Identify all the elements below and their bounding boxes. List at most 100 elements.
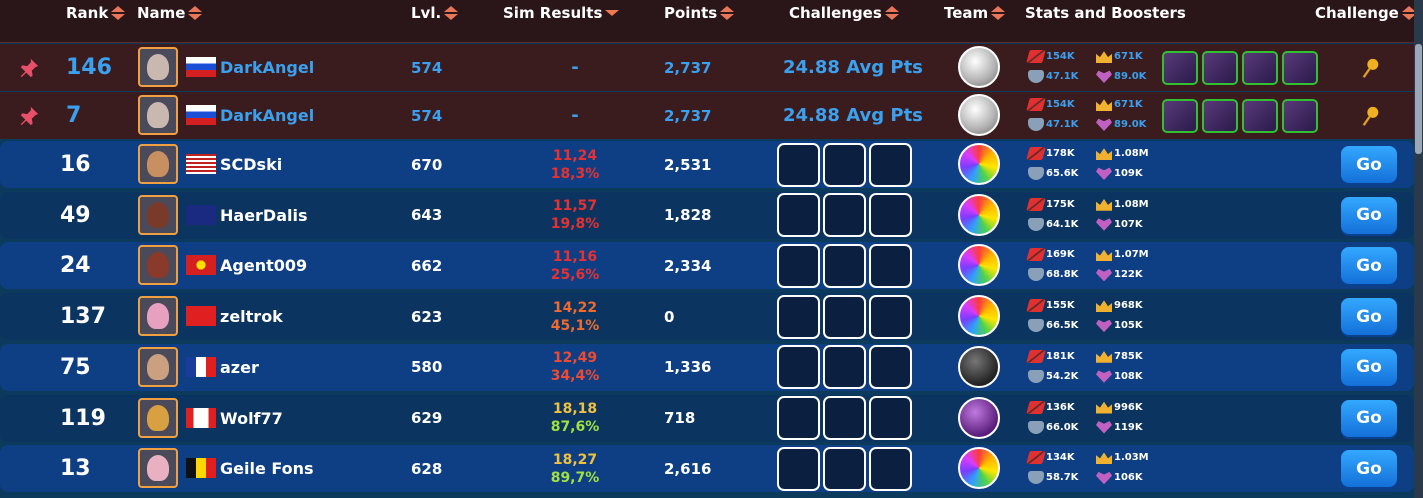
table-header: Rank Name Lvl. Sim Results Points Challe… bbox=[0, 0, 1423, 43]
team-icon[interactable] bbox=[958, 193, 1000, 236]
challenge-slot bbox=[869, 193, 912, 238]
table-row[interactable]: 13 Geile Fons 628 18,27 89,7% 2,616 134K… bbox=[0, 445, 1414, 493]
points-value: 2,531 bbox=[664, 155, 712, 174]
stats-block: 134K 1.03M 58.7K 106K bbox=[1026, 445, 1158, 492]
header-name[interactable]: Name bbox=[137, 4, 203, 22]
avatar[interactable] bbox=[138, 448, 178, 489]
sim-score: 12,49 bbox=[552, 350, 598, 367]
stat-defense: 58.7K bbox=[1028, 471, 1078, 485]
player-name[interactable]: HaerDalis bbox=[220, 205, 308, 225]
stat-ego: 671K bbox=[1096, 98, 1143, 111]
challenge-slot bbox=[777, 396, 820, 440]
go-button[interactable]: Go bbox=[1341, 399, 1397, 437]
shield-icon bbox=[1028, 319, 1044, 333]
table-row[interactable]: 137 zeltrok 623 14,22 45,1% 0 155K 968K … bbox=[0, 293, 1414, 341]
sort-icon[interactable] bbox=[111, 5, 126, 21]
team-icon[interactable] bbox=[958, 94, 1000, 136]
table-row[interactable]: 49 HaerDalis 643 11,57 19,8% 1,828 175K … bbox=[0, 191, 1414, 239]
sort-icon[interactable] bbox=[720, 5, 735, 21]
avatar[interactable] bbox=[138, 144, 178, 184]
sort-icon[interactable] bbox=[991, 5, 1006, 21]
team-icon[interactable] bbox=[958, 143, 1000, 185]
sort-icon[interactable] bbox=[444, 5, 459, 21]
player-name[interactable]: DarkAngel bbox=[220, 106, 315, 125]
player-name[interactable]: Wolf77 bbox=[220, 408, 283, 428]
stat-harmony: 109K bbox=[1096, 167, 1143, 180]
header-points[interactable]: Points bbox=[664, 4, 735, 22]
stats-block: 175K 1.08M 64.1K 107K bbox=[1026, 192, 1158, 239]
go-button[interactable]: Go bbox=[1341, 450, 1397, 488]
team-icon[interactable] bbox=[958, 244, 1000, 287]
go-button[interactable]: Go bbox=[1341, 348, 1397, 386]
sort-icon[interactable] bbox=[188, 5, 203, 21]
rank-value: 146 bbox=[66, 55, 112, 80]
go-button[interactable]: Go bbox=[1341, 247, 1397, 285]
stat-defense-value: 66.5K bbox=[1046, 320, 1079, 332]
avatar[interactable] bbox=[138, 95, 178, 135]
stat-attack: 154K bbox=[1026, 50, 1075, 63]
challenge-slot bbox=[777, 294, 820, 339]
pin-icon[interactable] bbox=[14, 92, 44, 139]
level-value: 670 bbox=[411, 155, 443, 174]
table-row[interactable]: 16 SCDski 670 11,24 18,3% 2,531 178K 1.0… bbox=[0, 141, 1414, 188]
sort-icon[interactable] bbox=[884, 5, 899, 21]
go-button[interactable]: Go bbox=[1341, 146, 1397, 183]
stats-block: 154K 671K 47.1K 89.0K bbox=[1026, 92, 1158, 139]
stat-harmony: 89.0K bbox=[1096, 118, 1146, 131]
header-challenge[interactable]: Challenge bbox=[1315, 4, 1416, 22]
table-row[interactable]: 24 Agent009 662 11,16 25,6% 2,334 169K 1… bbox=[0, 242, 1414, 290]
go-button[interactable]: Go bbox=[1341, 298, 1397, 336]
sim-result-value: - bbox=[571, 104, 579, 126]
table-row[interactable]: 75 azer 580 12,49 34,4% 1,336 181K 785K … bbox=[0, 343, 1414, 391]
flag-icon bbox=[186, 458, 216, 479]
player-name[interactable]: SCDski bbox=[220, 155, 283, 174]
team-icon[interactable] bbox=[958, 46, 1000, 88]
scrollbar-track[interactable] bbox=[1414, 0, 1423, 498]
sort-desc-icon[interactable] bbox=[605, 5, 620, 21]
player-name[interactable]: azer bbox=[220, 357, 259, 377]
avatar[interactable] bbox=[138, 47, 178, 87]
stat-ego-value: 785K bbox=[1114, 350, 1143, 362]
header-rank[interactable]: Rank bbox=[66, 4, 126, 22]
stat-ego: 1.03M bbox=[1096, 451, 1149, 465]
player-name[interactable]: Agent009 bbox=[220, 256, 308, 276]
header-team[interactable]: Team bbox=[944, 4, 1006, 22]
table-row[interactable]: 119 Wolf77 629 18,18 87,6% 718 136K 996K… bbox=[0, 394, 1414, 442]
player-name[interactable]: zeltrok bbox=[220, 307, 283, 327]
crown-icon bbox=[1096, 99, 1112, 111]
sort-icon[interactable] bbox=[1401, 5, 1416, 21]
team-icon[interactable] bbox=[958, 447, 1000, 490]
scrollbar-thumb[interactable] bbox=[1415, 44, 1422, 154]
go-button[interactable]: Go bbox=[1341, 196, 1397, 234]
stat-harmony: 105K bbox=[1096, 319, 1143, 333]
stat-defense-value: 66.0K bbox=[1046, 421, 1079, 433]
player-name[interactable]: Geile Fons bbox=[220, 459, 314, 479]
avatar[interactable] bbox=[138, 296, 178, 337]
team-icon[interactable] bbox=[958, 345, 1000, 388]
stat-attack-value: 136K bbox=[1046, 401, 1075, 413]
avatar[interactable] bbox=[138, 397, 178, 438]
avatar[interactable] bbox=[138, 194, 178, 235]
header-sim[interactable]: Sim Results bbox=[503, 4, 620, 22]
header-lvl[interactable]: Lvl. bbox=[411, 4, 459, 22]
sim-result: 12,49 34,4% bbox=[500, 344, 650, 391]
avatar[interactable] bbox=[138, 346, 178, 387]
pinned-row[interactable]: 146 DarkAngel 574 - 2,737 24.88 Avg Pts … bbox=[0, 44, 1414, 91]
player-name[interactable]: DarkAngel bbox=[220, 58, 315, 77]
pushpin-icon[interactable] bbox=[1356, 92, 1386, 139]
pin-icon[interactable] bbox=[14, 44, 44, 91]
stat-harmony-value: 108K bbox=[1114, 370, 1143, 382]
pushpin-icon[interactable] bbox=[1356, 44, 1386, 91]
attack-icon bbox=[1026, 248, 1046, 262]
avatar[interactable] bbox=[138, 245, 178, 286]
header-challenges[interactable]: Challenges bbox=[789, 4, 899, 22]
flag-icon bbox=[186, 154, 216, 174]
heart-icon bbox=[1096, 167, 1112, 180]
stat-ego: 785K bbox=[1096, 350, 1143, 363]
challenge-slot bbox=[823, 345, 866, 390]
pinned-row[interactable]: 7 DarkAngel 574 - 2,737 24.88 Avg Pts 15… bbox=[0, 92, 1414, 139]
stat-ego-value: 1.03M bbox=[1114, 452, 1149, 464]
stats-block: 154K 671K 47.1K 89.0K bbox=[1026, 44, 1158, 91]
team-icon[interactable] bbox=[958, 396, 1000, 439]
team-icon[interactable] bbox=[958, 295, 1000, 338]
